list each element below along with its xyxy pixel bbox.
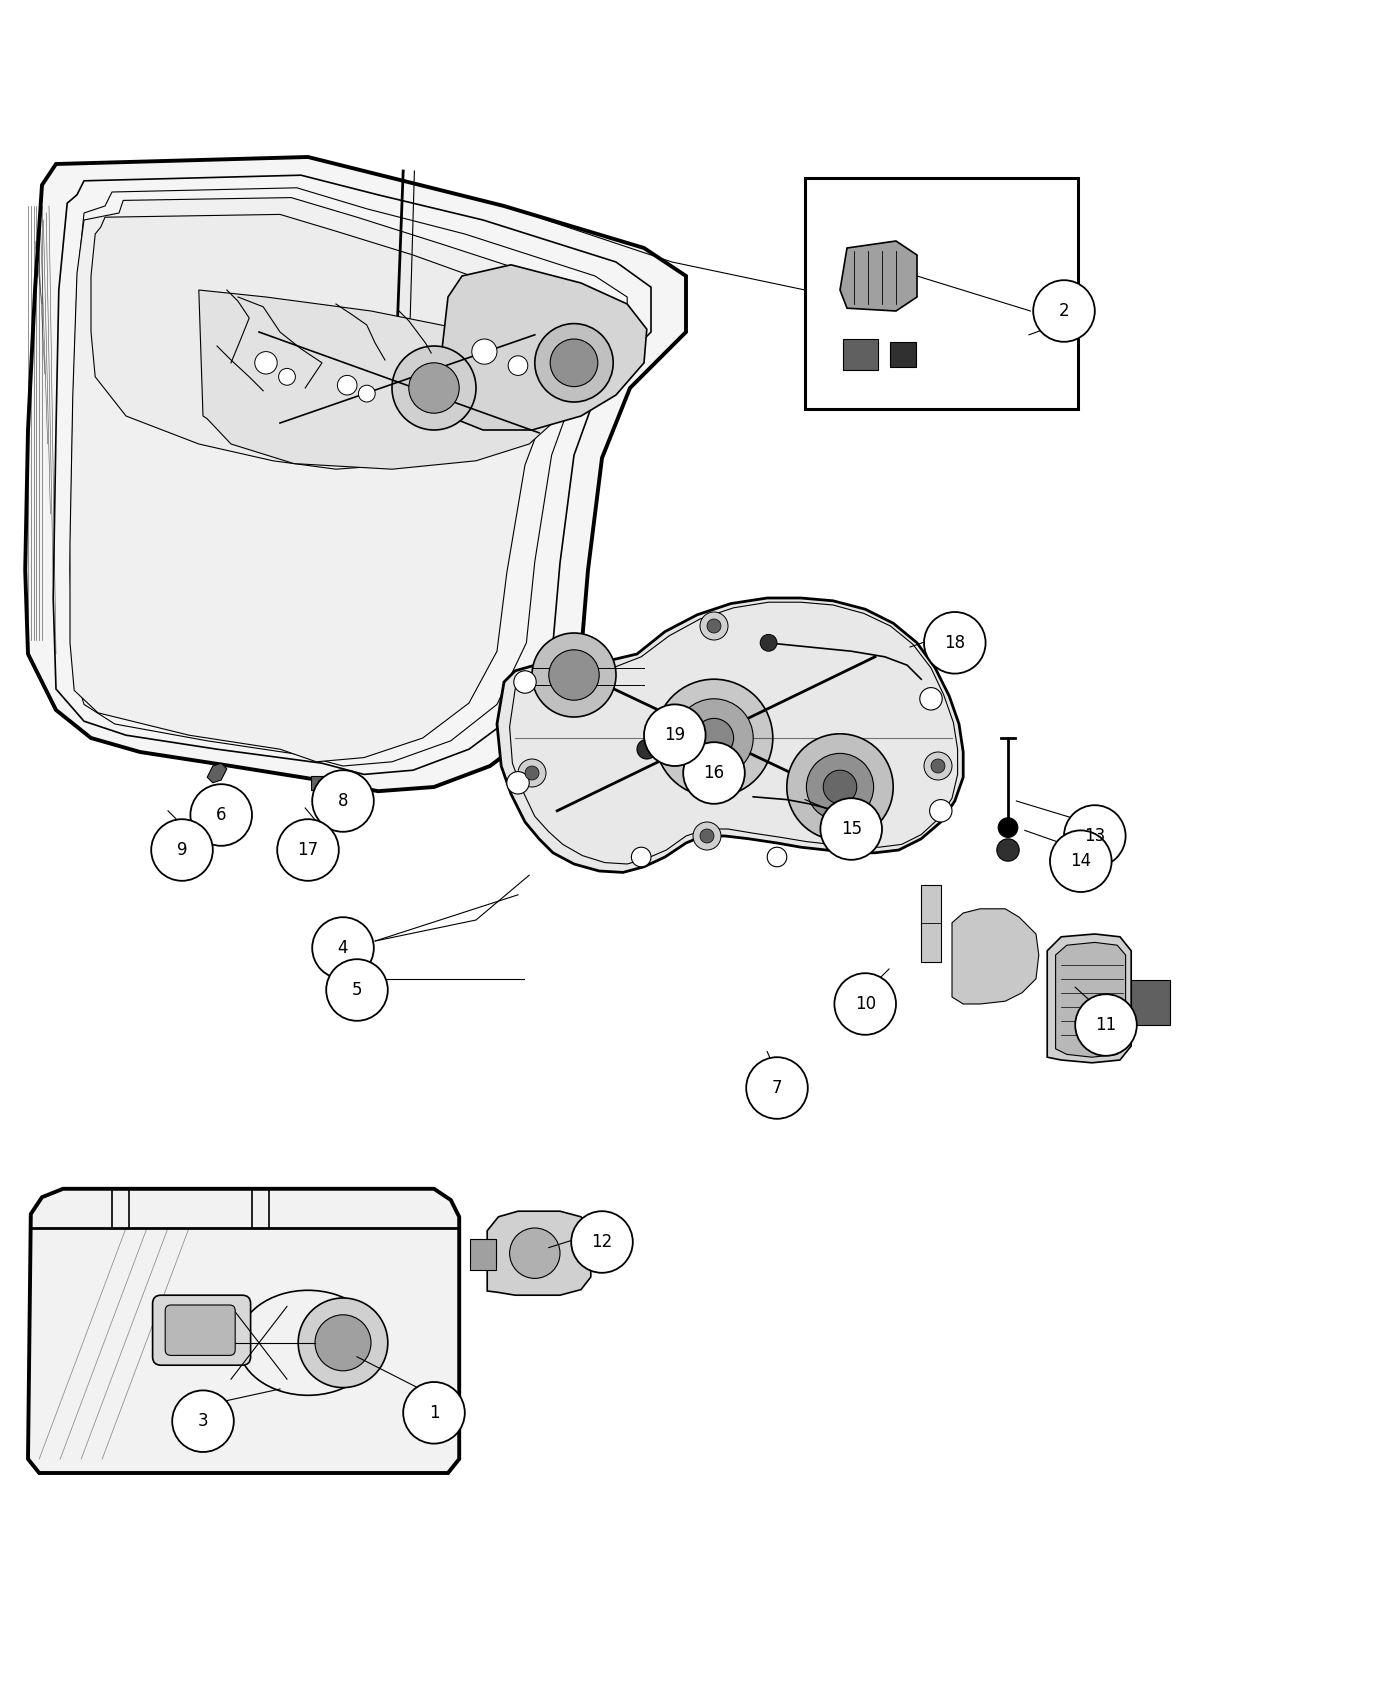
Polygon shape [25, 156, 686, 790]
Circle shape [298, 1299, 388, 1387]
Polygon shape [487, 1210, 591, 1295]
Circle shape [924, 751, 952, 780]
Polygon shape [91, 214, 535, 469]
Text: 16: 16 [703, 763, 725, 782]
Circle shape [1075, 994, 1137, 1056]
Circle shape [358, 386, 375, 401]
Circle shape [472, 338, 497, 364]
Circle shape [514, 672, 536, 694]
Circle shape [693, 823, 721, 850]
Circle shape [931, 758, 945, 774]
Bar [843, 338, 878, 371]
Circle shape [631, 847, 651, 867]
Circle shape [760, 634, 777, 651]
Polygon shape [28, 1188, 459, 1472]
Bar [805, 178, 1078, 410]
Text: 13: 13 [1084, 826, 1106, 845]
Circle shape [507, 772, 529, 794]
Text: 1: 1 [428, 1404, 440, 1421]
Circle shape [1033, 280, 1095, 342]
Text: 10: 10 [854, 994, 876, 1013]
Circle shape [746, 1057, 808, 1119]
Text: 9: 9 [176, 842, 188, 858]
Polygon shape [1047, 933, 1131, 1062]
Text: 18: 18 [944, 634, 966, 651]
Bar [1131, 981, 1170, 1025]
Text: 2: 2 [1058, 303, 1070, 320]
FancyBboxPatch shape [153, 1295, 251, 1365]
Polygon shape [199, 291, 571, 469]
Circle shape [820, 799, 882, 860]
Circle shape [834, 972, 896, 1035]
Circle shape [312, 770, 374, 831]
Circle shape [655, 680, 773, 797]
Circle shape [707, 619, 721, 632]
Circle shape [675, 699, 753, 777]
Circle shape [700, 612, 728, 639]
Circle shape [403, 1382, 465, 1443]
Text: 4: 4 [337, 938, 349, 957]
Text: 19: 19 [664, 726, 686, 745]
Circle shape [683, 743, 745, 804]
Text: 12: 12 [591, 1232, 613, 1251]
Circle shape [930, 799, 952, 823]
Circle shape [998, 818, 1018, 838]
Circle shape [525, 767, 539, 780]
Circle shape [767, 847, 787, 867]
Circle shape [392, 347, 476, 430]
Circle shape [277, 819, 339, 881]
Circle shape [312, 918, 374, 979]
Circle shape [190, 784, 252, 847]
Circle shape [787, 734, 893, 840]
Polygon shape [840, 241, 917, 311]
Circle shape [535, 323, 613, 401]
Circle shape [1050, 830, 1112, 893]
Text: 5: 5 [351, 981, 363, 1000]
Circle shape [571, 1210, 633, 1273]
Text: 7: 7 [771, 1080, 783, 1096]
Text: 11: 11 [1095, 1017, 1117, 1034]
Bar [921, 886, 941, 962]
Text: 14: 14 [1070, 852, 1092, 870]
Text: 8: 8 [337, 792, 349, 809]
Text: 17: 17 [297, 842, 319, 858]
Circle shape [255, 352, 277, 374]
Circle shape [151, 819, 213, 881]
Bar [890, 342, 916, 367]
Circle shape [550, 338, 598, 386]
Polygon shape [497, 598, 963, 872]
Circle shape [518, 758, 546, 787]
Circle shape [279, 369, 295, 386]
Polygon shape [1056, 942, 1126, 1057]
Circle shape [409, 362, 459, 413]
Circle shape [997, 838, 1019, 862]
Circle shape [924, 612, 986, 673]
Text: 6: 6 [216, 806, 227, 824]
Circle shape [700, 830, 714, 843]
Circle shape [637, 740, 657, 758]
Circle shape [337, 376, 357, 394]
Circle shape [920, 687, 942, 711]
FancyBboxPatch shape [165, 1306, 235, 1355]
Polygon shape [952, 910, 1039, 1005]
Polygon shape [70, 197, 602, 762]
Polygon shape [207, 763, 227, 782]
Bar [470, 1239, 496, 1270]
Circle shape [694, 719, 734, 758]
Circle shape [823, 770, 857, 804]
Circle shape [549, 649, 599, 700]
Circle shape [172, 1391, 234, 1452]
Circle shape [315, 1314, 371, 1370]
Circle shape [326, 959, 388, 1020]
Polygon shape [434, 265, 647, 430]
Text: 15: 15 [840, 819, 862, 838]
Circle shape [532, 632, 616, 717]
Text: 3: 3 [197, 1413, 209, 1430]
Circle shape [644, 704, 706, 767]
Circle shape [508, 355, 528, 376]
Circle shape [510, 1227, 560, 1278]
Bar [311, 775, 353, 791]
Circle shape [1064, 806, 1126, 867]
Circle shape [806, 753, 874, 821]
